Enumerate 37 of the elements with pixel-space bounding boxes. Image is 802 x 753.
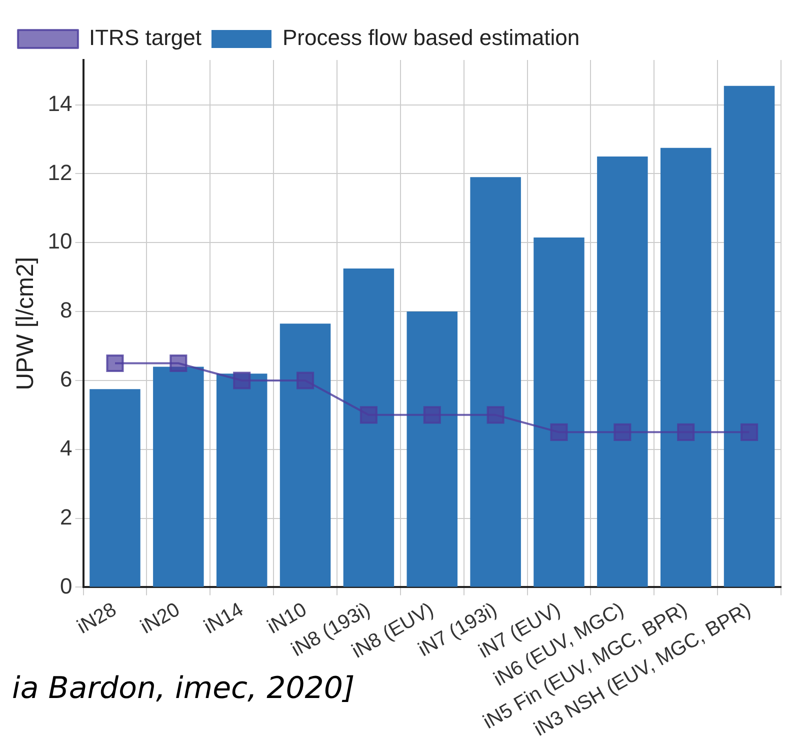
point xyxy=(740,423,758,441)
y-tick-label: 14 xyxy=(48,90,72,116)
legend-label: ITRS target xyxy=(89,25,202,50)
y-tick-label: 8 xyxy=(60,298,72,323)
point xyxy=(296,372,314,390)
point xyxy=(614,423,632,441)
legend-label: Process flow based estimation xyxy=(282,25,580,50)
y-tick-label: 0 xyxy=(60,573,72,598)
x-tick-label: iN20 xyxy=(137,598,184,638)
x-tick-label: iN28 xyxy=(74,598,120,638)
point xyxy=(170,354,188,372)
y-tick-label: 2 xyxy=(60,504,72,530)
point xyxy=(423,406,441,424)
y-tick-label: 12 xyxy=(48,160,72,185)
point xyxy=(486,406,504,424)
y-axis-title: UPW [l/cm2] xyxy=(12,256,40,390)
bar xyxy=(153,366,204,587)
bar xyxy=(216,374,268,587)
point xyxy=(106,354,124,372)
point xyxy=(233,372,251,390)
bar xyxy=(534,237,584,587)
bar xyxy=(470,177,521,587)
point xyxy=(550,423,568,441)
x-tick-label: iN14 xyxy=(200,598,248,638)
bar xyxy=(406,312,458,587)
bar xyxy=(724,86,775,587)
y-tick-label: 10 xyxy=(48,228,72,254)
y-tick-label: 4 xyxy=(60,435,72,460)
y-tick-label: 6 xyxy=(60,366,72,392)
bar xyxy=(280,324,331,587)
text: ia Bardon, imec, 2020] xyxy=(12,670,355,706)
bar xyxy=(343,268,394,587)
bar xyxy=(597,156,648,587)
bar xyxy=(90,389,140,587)
point xyxy=(677,423,695,441)
point xyxy=(360,406,378,424)
bar xyxy=(660,148,712,587)
